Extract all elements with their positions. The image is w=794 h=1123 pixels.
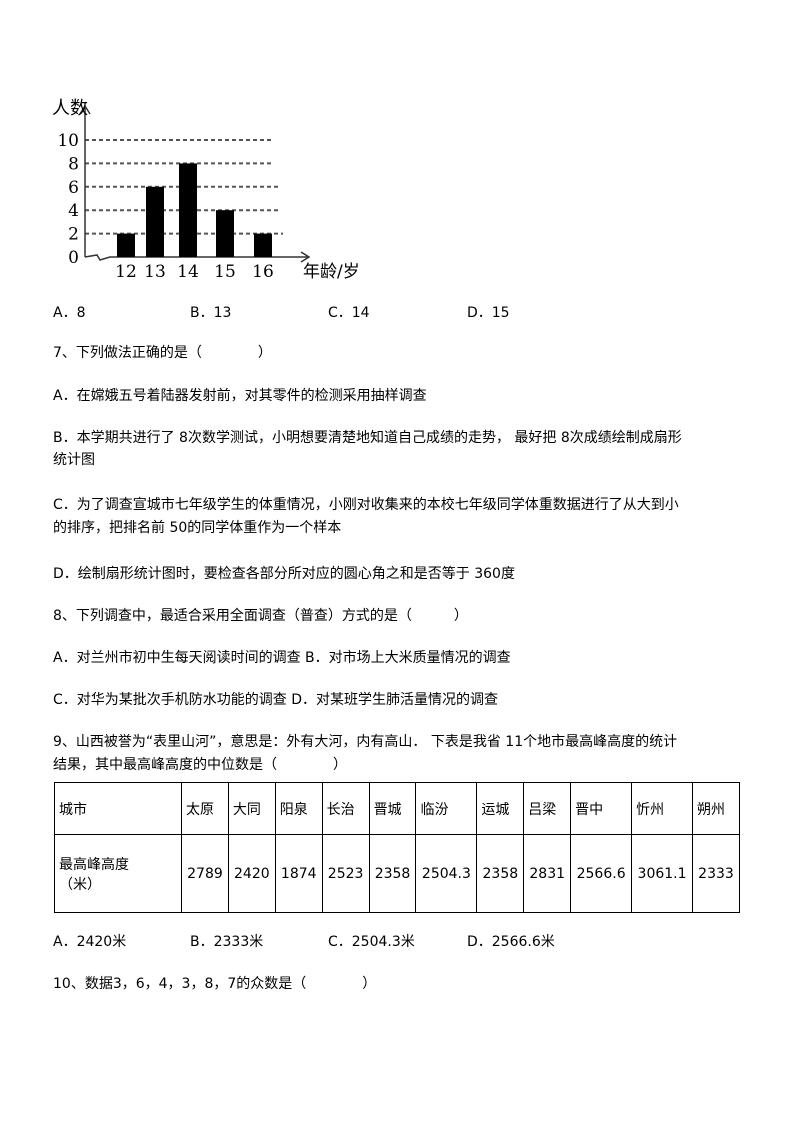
y-axis-title: 人数 <box>52 98 88 119</box>
city-cell: 运城 <box>476 782 525 835</box>
bar <box>179 163 197 257</box>
x-axis-arrow-icon <box>300 251 311 263</box>
x-tick-label: 15 <box>214 262 236 282</box>
y-tick-label: 2 <box>68 225 79 245</box>
height-cell: 2566.6 <box>570 834 633 913</box>
height-cell: 2358 <box>476 834 525 913</box>
q6-option-b: B．13 <box>190 305 232 321</box>
x-tick-label: 12 <box>115 262 137 282</box>
x-axis <box>84 254 308 261</box>
city-cell: 吕梁 <box>523 782 572 835</box>
q7-option-b-cont: 统计图 <box>53 452 95 468</box>
city-cell: 大同 <box>227 782 276 835</box>
y-tick-label: 8 <box>68 154 79 174</box>
y-tick-label: 4 <box>68 201 79 221</box>
height-cell: 2523 <box>321 834 370 913</box>
x-tick-label: 16 <box>252 262 274 282</box>
height-cell: 2333 <box>692 834 740 913</box>
city-cell: 晋中 <box>570 782 633 835</box>
x-axis-title: 年龄/岁 <box>303 262 360 282</box>
q9-option-a: A．2420米 <box>53 934 127 950</box>
q9-option-c: C．2504.3米 <box>328 934 415 950</box>
city-cell: 忻州 <box>631 782 693 835</box>
height-cell: 3061.1 <box>631 834 693 913</box>
row-header-city: 城市 <box>54 782 182 835</box>
bar <box>216 210 234 257</box>
city-cell: 临汾 <box>415 782 478 835</box>
peak-height-table: 城市 太原 大同 阳泉 长治 晋城 临汾 运城 吕梁 晋中 忻州 朔州 最高峰高度 （米） 2789 2… <box>54 782 740 913</box>
bar <box>146 186 164 257</box>
q9-stem: 9、山西被誉为“表里山河”，意思是：外有大河，内有高山． 下表是我省 11个地市… <box>53 734 678 750</box>
q7-option-a: A．在嫦娥五号着陆器发射前，对其零件的检测采用抽样调查 <box>53 388 427 404</box>
q10-stem: 10、数据3，6，4，3，8，7的众数是（ ） <box>53 976 377 992</box>
q7-option-c-cont: 的排序，把排名前 50的同学体重作为一个样本 <box>53 520 342 536</box>
q7-option-b: B．本学期共进行了 8次数学测试，小明想要清楚地知道自己成绩的走势， 最好把 8… <box>53 430 682 446</box>
q6-option-c: C．14 <box>328 305 370 321</box>
q9-option-d: D．2566.6米 <box>467 934 555 950</box>
bar <box>254 233 272 257</box>
city-cell: 太原 <box>181 782 229 835</box>
height-cell: 1874 <box>274 834 323 913</box>
height-cell: 2831 <box>523 834 572 913</box>
y-tick-label: 10 <box>57 131 79 151</box>
row-header-height: 最高峰高度 （米） <box>54 834 182 913</box>
height-cell: 2504.3 <box>415 834 478 913</box>
city-cell: 长治 <box>321 782 370 835</box>
y-axis-arrow-icon <box>79 104 91 115</box>
x-tick-label: 13 <box>144 262 166 282</box>
city-cell: 朔州 <box>692 782 740 835</box>
q9-option-b: B．2333米 <box>190 934 264 950</box>
city-cell: 阳泉 <box>274 782 323 835</box>
height-cell: 2358 <box>368 834 417 913</box>
q8-stem: 8、下列调查中，最适合采用全面调查（普查）方式的是（ ） <box>53 608 468 624</box>
q7-option-d: D．绘制扇形统计图时，要检查各部分所对应的圆心角之和是否等于 360度 <box>53 566 515 582</box>
city-cell: 晋城 <box>368 782 417 835</box>
q8-options-cd: C．对华为某批次手机防水功能的调查 D．对某班学生肺活量情况的调查 <box>53 692 499 708</box>
y-tick-label: 6 <box>68 178 79 198</box>
y-tick-label: 0 <box>68 248 79 268</box>
row-header-height-unit: （米） <box>59 876 101 893</box>
q9-stem-cont: 结果，其中最高峰高度的中位数是（ ） <box>53 757 347 773</box>
bar <box>117 233 135 257</box>
q6-option-d: D．15 <box>467 305 510 321</box>
row-header-height-label: 最高峰高度 <box>59 856 129 873</box>
q7-option-c: C．为了调查宣城市七年级学生的体重情况，小刚对收集来的本校七年级同学体重数据进行… <box>53 497 679 513</box>
q8-options-ab: A．对兰州市初中生每天阅读时间的调查 B．对市场上大米质量情况的调查 <box>53 650 511 666</box>
height-cell: 2789 <box>181 834 229 913</box>
q6-option-a: A．8 <box>53 305 86 321</box>
height-cell: 2420 <box>227 834 276 913</box>
x-tick-label: 14 <box>177 262 199 282</box>
q7-stem: 7、下列做法正确的是（ ） <box>53 345 272 361</box>
